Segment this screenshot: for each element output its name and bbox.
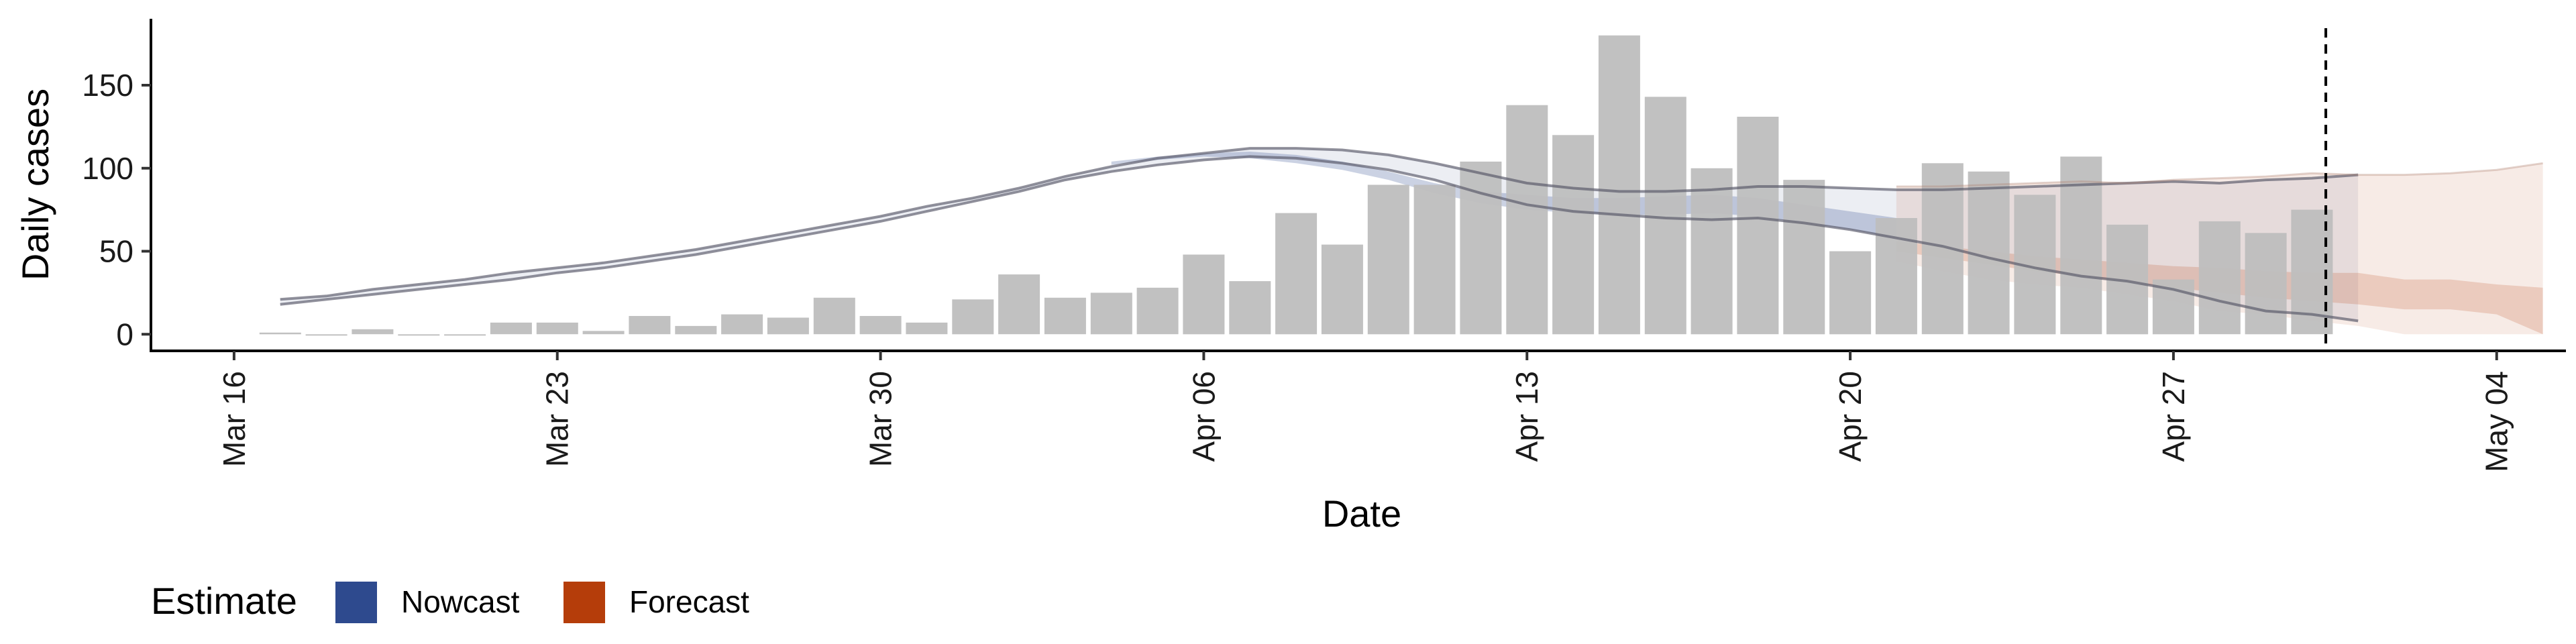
case-bar: [1044, 297, 1086, 335]
case-bar: [952, 299, 994, 335]
case-bar: [1737, 117, 1779, 335]
case-bars: [259, 35, 2333, 336]
case-bar: [1460, 161, 1502, 335]
estimate-band: [280, 148, 2359, 321]
forecast-upper-line: [1896, 162, 2543, 188]
estimate-upper-line: [280, 147, 2359, 301]
case-bar: [1690, 168, 1733, 335]
case-bar: [1229, 281, 1271, 335]
x-tick-label: Mar 23: [540, 371, 575, 467]
x-tick-label: May 04: [2479, 371, 2514, 472]
legend-title: Estimate: [151, 580, 297, 622]
band-edge-lines: [280, 147, 2543, 323]
case-bar: [1783, 180, 1825, 335]
case-bar: [1644, 97, 1686, 335]
legend-swatch-forecast: [564, 582, 605, 623]
y-axis-ticks: 0 50 100 150: [82, 68, 151, 352]
case-bar: [398, 334, 440, 336]
case-bar: [536, 322, 578, 335]
plot-area: [259, 28, 2543, 351]
x-tick-label: Apr 06: [1186, 371, 1221, 462]
legend-label-forecast: Forecast: [629, 584, 749, 619]
x-axis-title: Date: [1322, 492, 1401, 535]
x-tick-label: Mar 16: [217, 371, 252, 467]
case-bar: [305, 334, 347, 336]
case-bar: [906, 322, 948, 335]
x-axis-ticks: Mar 16 Mar 23 Mar 30 Apr 06 Apr 13 Apr 20 Apr …: [217, 351, 2514, 472]
case-bar: [1829, 251, 1872, 335]
y-tick-label: 100: [82, 151, 133, 186]
case-bar: [444, 334, 486, 336]
y-tick-label: 150: [82, 68, 133, 103]
case-bar: [1090, 292, 1132, 335]
case-bar: [352, 329, 394, 335]
case-bar: [1183, 254, 1225, 335]
y-tick-label: 50: [99, 234, 133, 269]
nowcast-band: [1111, 152, 1896, 238]
case-bar: [1552, 135, 1595, 335]
legend: Estimate Nowcast Forecast: [151, 580, 749, 623]
case-bar: [2245, 233, 2287, 335]
case-bar: [259, 332, 301, 335]
case-bar: [1968, 171, 2010, 335]
case-bar: [1275, 213, 1318, 335]
case-bar: [1321, 244, 1363, 335]
legend-label-nowcast: Nowcast: [401, 584, 520, 619]
case-bar: [813, 297, 855, 335]
case-bar: [490, 322, 532, 335]
case-bar: [582, 331, 625, 335]
case-bar: [2198, 221, 2241, 335]
estimate-lower-line: [280, 155, 2359, 323]
case-bar: [1367, 184, 1409, 335]
x-tick-label: Apr 27: [2156, 371, 2191, 462]
x-tick-label: Mar 30: [863, 371, 898, 467]
case-bar: [1598, 35, 1640, 335]
case-bar: [1136, 287, 1179, 335]
case-bar: [721, 314, 763, 335]
case-bar: [859, 316, 902, 335]
case-bar: [675, 325, 717, 335]
y-axis-title: Daily cases: [14, 89, 56, 280]
case-bar: [998, 274, 1040, 335]
legend-swatch-nowcast: [335, 582, 377, 623]
case-bar: [629, 316, 671, 335]
x-tick-label: Apr 20: [1833, 371, 1868, 462]
y-tick-label: 0: [116, 317, 133, 352]
case-bar: [767, 317, 809, 335]
case-bar: [1506, 105, 1548, 335]
x-tick-label: Apr 13: [1509, 371, 1544, 462]
axes: 0 50 100 150 Mar 16 Mar 23 Mar 30 Apr 06 Apr 13…: [82, 19, 2566, 472]
case-bar: [1413, 184, 1456, 335]
